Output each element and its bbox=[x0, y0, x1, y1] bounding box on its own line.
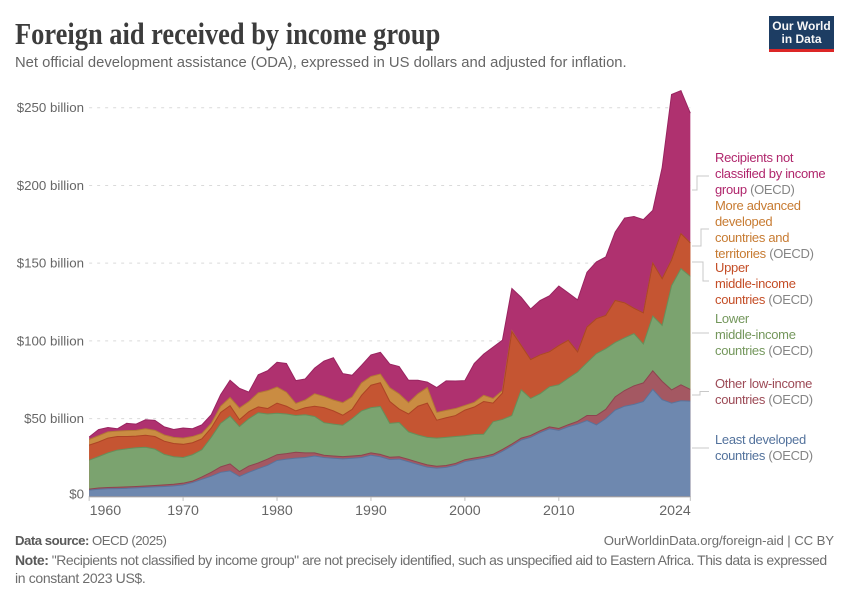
svg-text:$250 billion: $250 billion bbox=[17, 100, 84, 115]
svg-text:2010: 2010 bbox=[543, 503, 575, 519]
svg-text:1990: 1990 bbox=[355, 503, 387, 519]
svg-text:1980: 1980 bbox=[261, 503, 293, 519]
svg-text:$150 billion: $150 billion bbox=[17, 256, 84, 271]
svg-text:2000: 2000 bbox=[449, 503, 481, 519]
svg-text:2024: 2024 bbox=[659, 503, 691, 519]
svg-text:$100 billion: $100 billion bbox=[17, 333, 84, 348]
svg-text:$200 billion: $200 billion bbox=[17, 178, 84, 193]
svg-text:$0: $0 bbox=[69, 486, 84, 501]
svg-text:$50 billion: $50 billion bbox=[24, 411, 84, 426]
svg-text:1960: 1960 bbox=[90, 503, 122, 519]
svg-text:1970: 1970 bbox=[167, 503, 199, 519]
